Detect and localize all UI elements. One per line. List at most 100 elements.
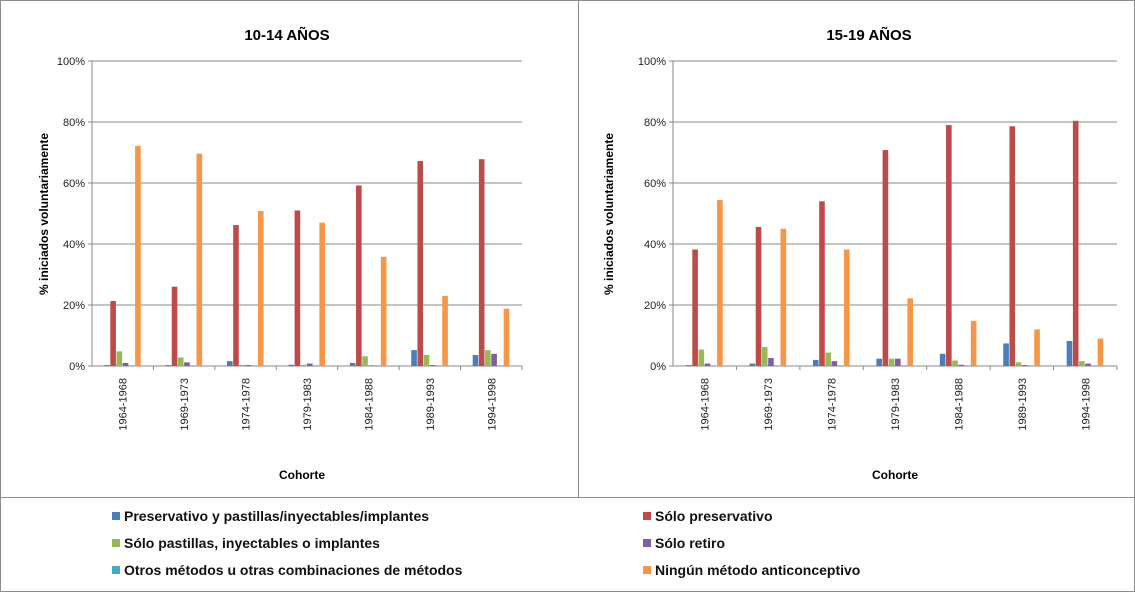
y-axis-label: % iniciados voluntariamente: [602, 133, 616, 295]
bar: [819, 201, 825, 366]
bar: [970, 320, 977, 366]
bar: [491, 353, 497, 366]
bar: [380, 256, 387, 366]
bar: [417, 161, 424, 366]
chart-10-14: 10-14 AÑOS % iniciados voluntariamente C…: [37, 26, 523, 482]
y-axis-label: % iniciados voluntariamente: [37, 133, 51, 295]
bar: [478, 159, 485, 366]
legend-item: Sólo retiro: [643, 535, 725, 551]
bar: [1009, 126, 1016, 367]
bar: [710, 365, 717, 366]
bar: [958, 364, 965, 366]
y-tick-label: 40%: [644, 239, 666, 251]
legend-label: Preservativo y pastillas/inyectables/imp…: [124, 508, 429, 524]
bar: [1085, 363, 1091, 366]
bar: [436, 365, 442, 366]
bar: [749, 363, 756, 366]
bar: [307, 363, 313, 366]
y-tick-label: 0%: [650, 361, 666, 373]
bar: [374, 365, 381, 366]
bar: [1028, 365, 1034, 366]
y-tick-label: 20%: [644, 300, 666, 312]
bar: [313, 365, 319, 366]
bar: [356, 185, 362, 366]
legend-label: Sólo pastillas, inyectables o implantes: [124, 535, 380, 551]
bar: [177, 357, 184, 366]
bar: [300, 364, 307, 366]
x-tick-label: 1969-1973: [179, 378, 191, 431]
bar: [190, 365, 196, 366]
bar: [825, 352, 831, 366]
bar: [251, 365, 258, 366]
bar: [1015, 362, 1022, 366]
legend-item: Sólo pastillas, inyectables o implantes: [112, 535, 380, 551]
x-tick-label: 1984-1988: [363, 378, 375, 431]
y-tick-label: 60%: [63, 178, 85, 190]
x-tick-label: 1994-1998: [486, 378, 498, 431]
x-tick-label: 1974-1978: [241, 378, 253, 431]
bar: [1021, 365, 1028, 366]
bar: [472, 355, 479, 366]
chart-title: 10-14 AÑOS: [244, 26, 329, 44]
bar: [239, 364, 245, 366]
bar: [1003, 343, 1009, 366]
bar: [946, 125, 952, 366]
bar: [780, 228, 787, 366]
y-tick-label: 0%: [69, 361, 85, 373]
bar: [774, 365, 780, 366]
x-axis: 1964-1968 1969-1973 1974-1978 1979-1983 1984…: [700, 366, 1118, 431]
x-tick-label: 1969-1973: [763, 378, 775, 431]
y-tick-label: 80%: [63, 117, 85, 129]
y-tick-label: 20%: [63, 300, 85, 312]
legend-item: Ningún método anticonceptivo: [643, 562, 860, 578]
chart-15-19: 15-19 AÑOS % iniciados voluntariamente C…: [602, 26, 1118, 482]
legend-swatch: [112, 566, 120, 574]
bar: [485, 350, 491, 366]
bar: [233, 225, 239, 366]
bar: [368, 365, 375, 366]
y-tick-label: 100%: [638, 56, 666, 68]
bar: [442, 295, 448, 366]
legend-item: Preservativo y pastillas/inyectables/imp…: [112, 508, 429, 524]
y-axis: 0% 20% 40% 60% 80% 100%: [638, 56, 1117, 373]
y-tick-label: 80%: [644, 117, 666, 129]
grid: [673, 60, 1117, 306]
bar: [184, 362, 190, 366]
legend-label: Otros métodos u otras combinaciones de m…: [124, 562, 463, 578]
bar: [135, 145, 141, 366]
bar: [939, 353, 946, 366]
y-tick-label: 100%: [57, 56, 85, 68]
bar: [686, 365, 692, 366]
bar: [717, 200, 723, 366]
bar: [812, 359, 819, 366]
x-tick-label: 1989-1993: [1017, 378, 1029, 431]
legend-swatch: [112, 512, 120, 520]
bar: [964, 365, 971, 366]
bar: [907, 298, 913, 366]
bar: [349, 362, 356, 366]
legend-item: Sólo preservativo: [643, 508, 773, 524]
legend-label: Sólo retiro: [655, 535, 725, 551]
legend-swatch: [643, 566, 651, 574]
x-axis-label: Cohorte: [279, 468, 325, 482]
bar: [257, 211, 264, 366]
x-tick-label: 1964-1968: [700, 378, 712, 431]
bar: [110, 301, 116, 366]
bar: [429, 365, 436, 366]
legend-swatch: [643, 539, 651, 547]
bar: [1034, 329, 1040, 366]
bar: [288, 364, 294, 366]
bar: [294, 210, 301, 366]
x-tick-label: 1974-1978: [827, 378, 839, 431]
bar: [116, 351, 123, 366]
bar: [1097, 338, 1104, 366]
bar: [843, 249, 850, 366]
bar: [128, 365, 135, 366]
bar: [245, 365, 252, 366]
bar: [1066, 340, 1073, 366]
y-tick-label: 60%: [644, 178, 666, 190]
x-tick-label: 1989-1993: [425, 378, 437, 431]
x-tick-label: 1979-1983: [890, 378, 902, 431]
